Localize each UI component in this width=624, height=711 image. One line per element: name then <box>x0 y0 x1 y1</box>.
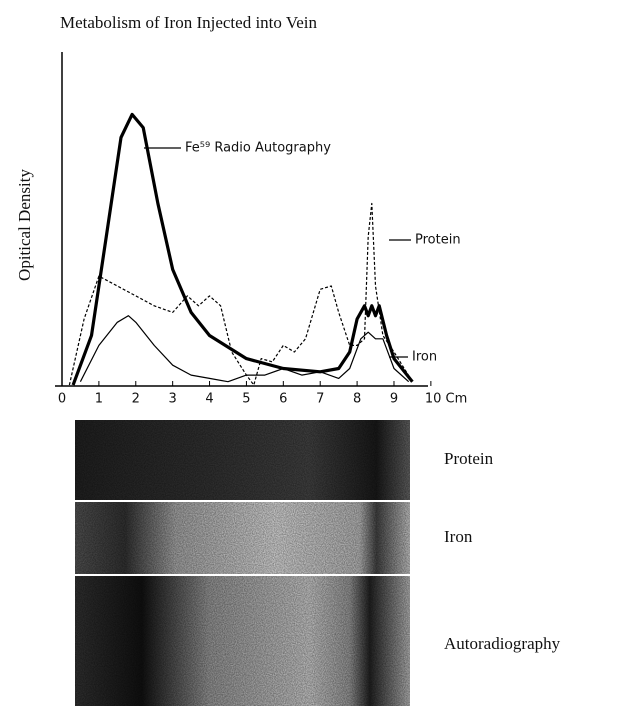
series-line <box>79 315 410 383</box>
chart-title: Metabolism of Iron Injected into Vein <box>60 13 317 32</box>
y-axis-label: Opitical Density <box>15 169 34 281</box>
series-label: Protein <box>415 233 461 248</box>
series-label: Fe⁵⁹ Radio Autography <box>185 141 331 156</box>
strip-label: Iron <box>444 527 473 546</box>
strip-grain <box>75 420 410 500</box>
series-line <box>71 112 414 386</box>
strip-label: Protein <box>444 449 494 468</box>
x-tick-label: 9 <box>390 392 398 407</box>
strip-grain <box>75 502 410 574</box>
x-tick-label: 10 Cm <box>425 392 467 407</box>
x-tick-label: 6 <box>279 392 287 407</box>
series-label: Iron <box>412 350 437 365</box>
strip-label: Autoradiography <box>444 634 561 653</box>
strip-grain <box>75 576 410 706</box>
x-tick-label: 7 <box>316 392 324 407</box>
x-tick-label: 1 <box>95 392 103 407</box>
x-tick-label: 3 <box>169 392 177 407</box>
strip-group <box>75 420 410 706</box>
series-line <box>68 202 413 386</box>
x-tick-label: 0 <box>58 392 66 407</box>
x-tick-label: 8 <box>353 392 361 407</box>
x-tick-label: 4 <box>205 392 213 407</box>
x-tick-label: 2 <box>132 392 140 407</box>
x-tick-label: 5 <box>242 392 250 407</box>
